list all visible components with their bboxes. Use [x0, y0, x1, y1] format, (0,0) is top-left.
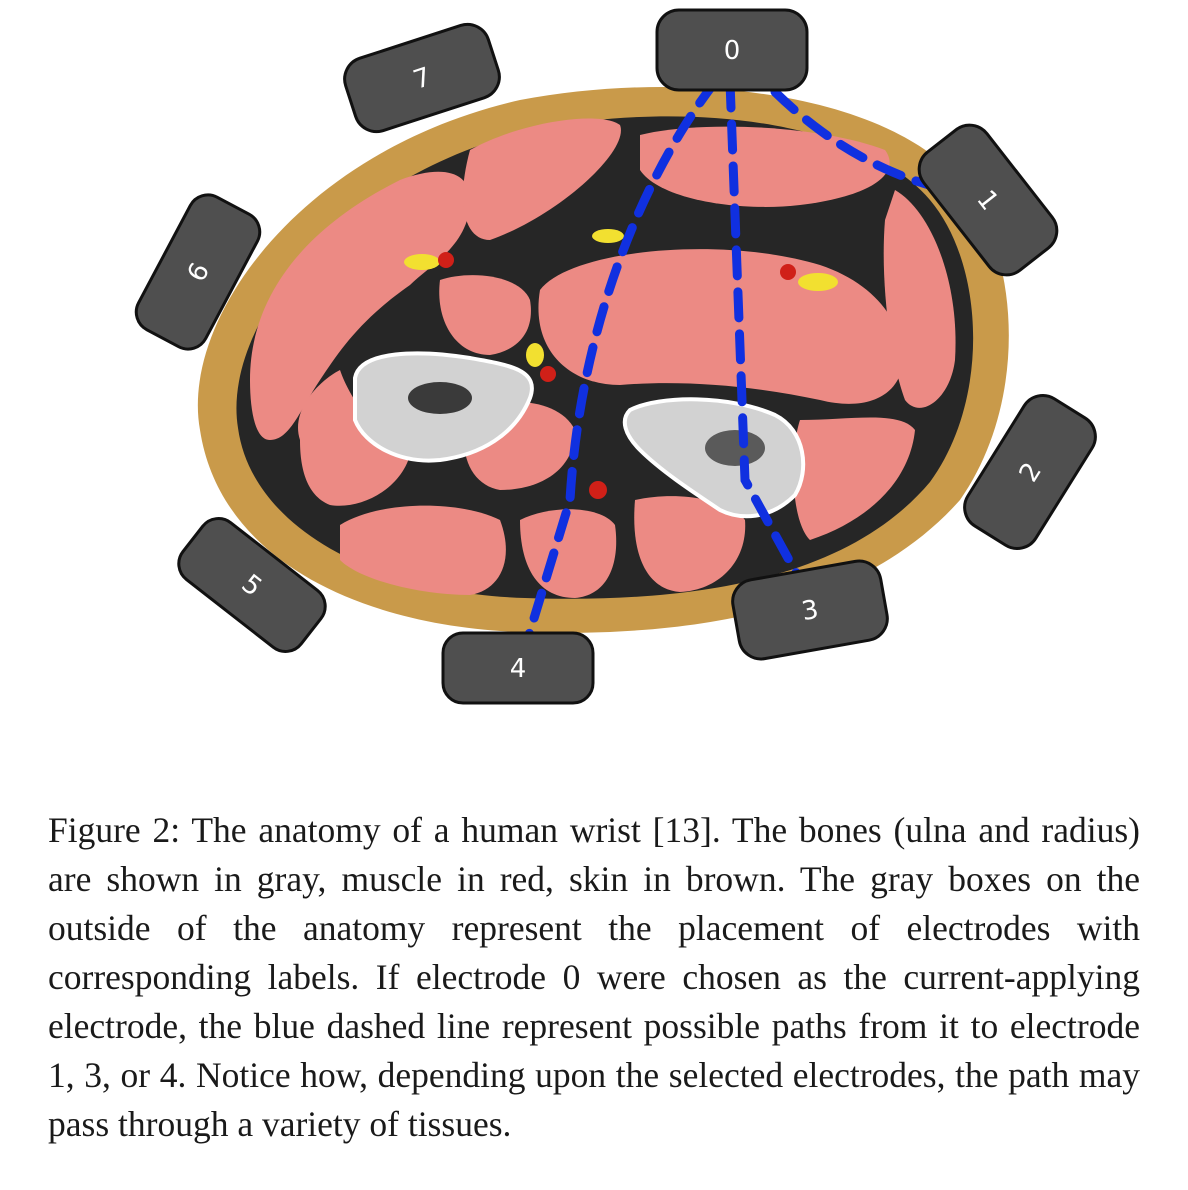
nerve: [526, 343, 544, 367]
electrodes: 0 1 2 3 4 5 6: [134, 8, 1097, 705]
electrode-0: 0: [655, 8, 809, 92]
radius-marrow: [705, 430, 765, 466]
electrode-6: 6: [134, 193, 262, 351]
electrode-4: 4: [441, 631, 595, 705]
electrode-7: 7: [343, 22, 501, 134]
muscle-compartment: [462, 118, 621, 240]
muscle-compartment: [634, 496, 746, 592]
ulna-marrow: [408, 382, 472, 414]
electrode-label: 4: [510, 654, 527, 684]
path-0-to-1: [770, 87, 945, 193]
nerve: [404, 254, 440, 270]
muscle-compartment: [340, 505, 506, 595]
artery: [589, 481, 607, 499]
wrist-diagram: 0 1 2 3 4 5 6: [134, 8, 1097, 705]
nerve: [592, 229, 624, 243]
electrode-5: 5: [177, 517, 327, 653]
nerves: [404, 229, 838, 367]
muscle-compartment: [793, 417, 915, 540]
artery: [438, 252, 454, 268]
arteries: [438, 252, 796, 499]
electrode-label: 3: [799, 595, 821, 627]
path-0-to-4: [523, 77, 720, 643]
electrode-3: 3: [731, 559, 889, 661]
artery: [540, 366, 556, 382]
nerve: [798, 273, 838, 291]
path-0-to-3: [725, 77, 805, 585]
muscle-compartment: [640, 126, 890, 207]
artery: [780, 264, 796, 280]
figure-caption: Figure 2: The anatomy of a human wrist […: [48, 810, 1140, 1144]
electrode-2: 2: [963, 394, 1097, 550]
electrode-1: 1: [917, 123, 1059, 277]
muscle-compartment: [250, 171, 470, 440]
muscle-compartment: [298, 370, 410, 506]
electrode-label: 0: [724, 36, 741, 66]
muscle-groups: [250, 118, 956, 598]
current-paths: [523, 77, 945, 643]
muscle-compartment: [439, 275, 531, 355]
wrist-anatomy-figure: 0 1 2 3 4 5 6: [134, 8, 1097, 705]
